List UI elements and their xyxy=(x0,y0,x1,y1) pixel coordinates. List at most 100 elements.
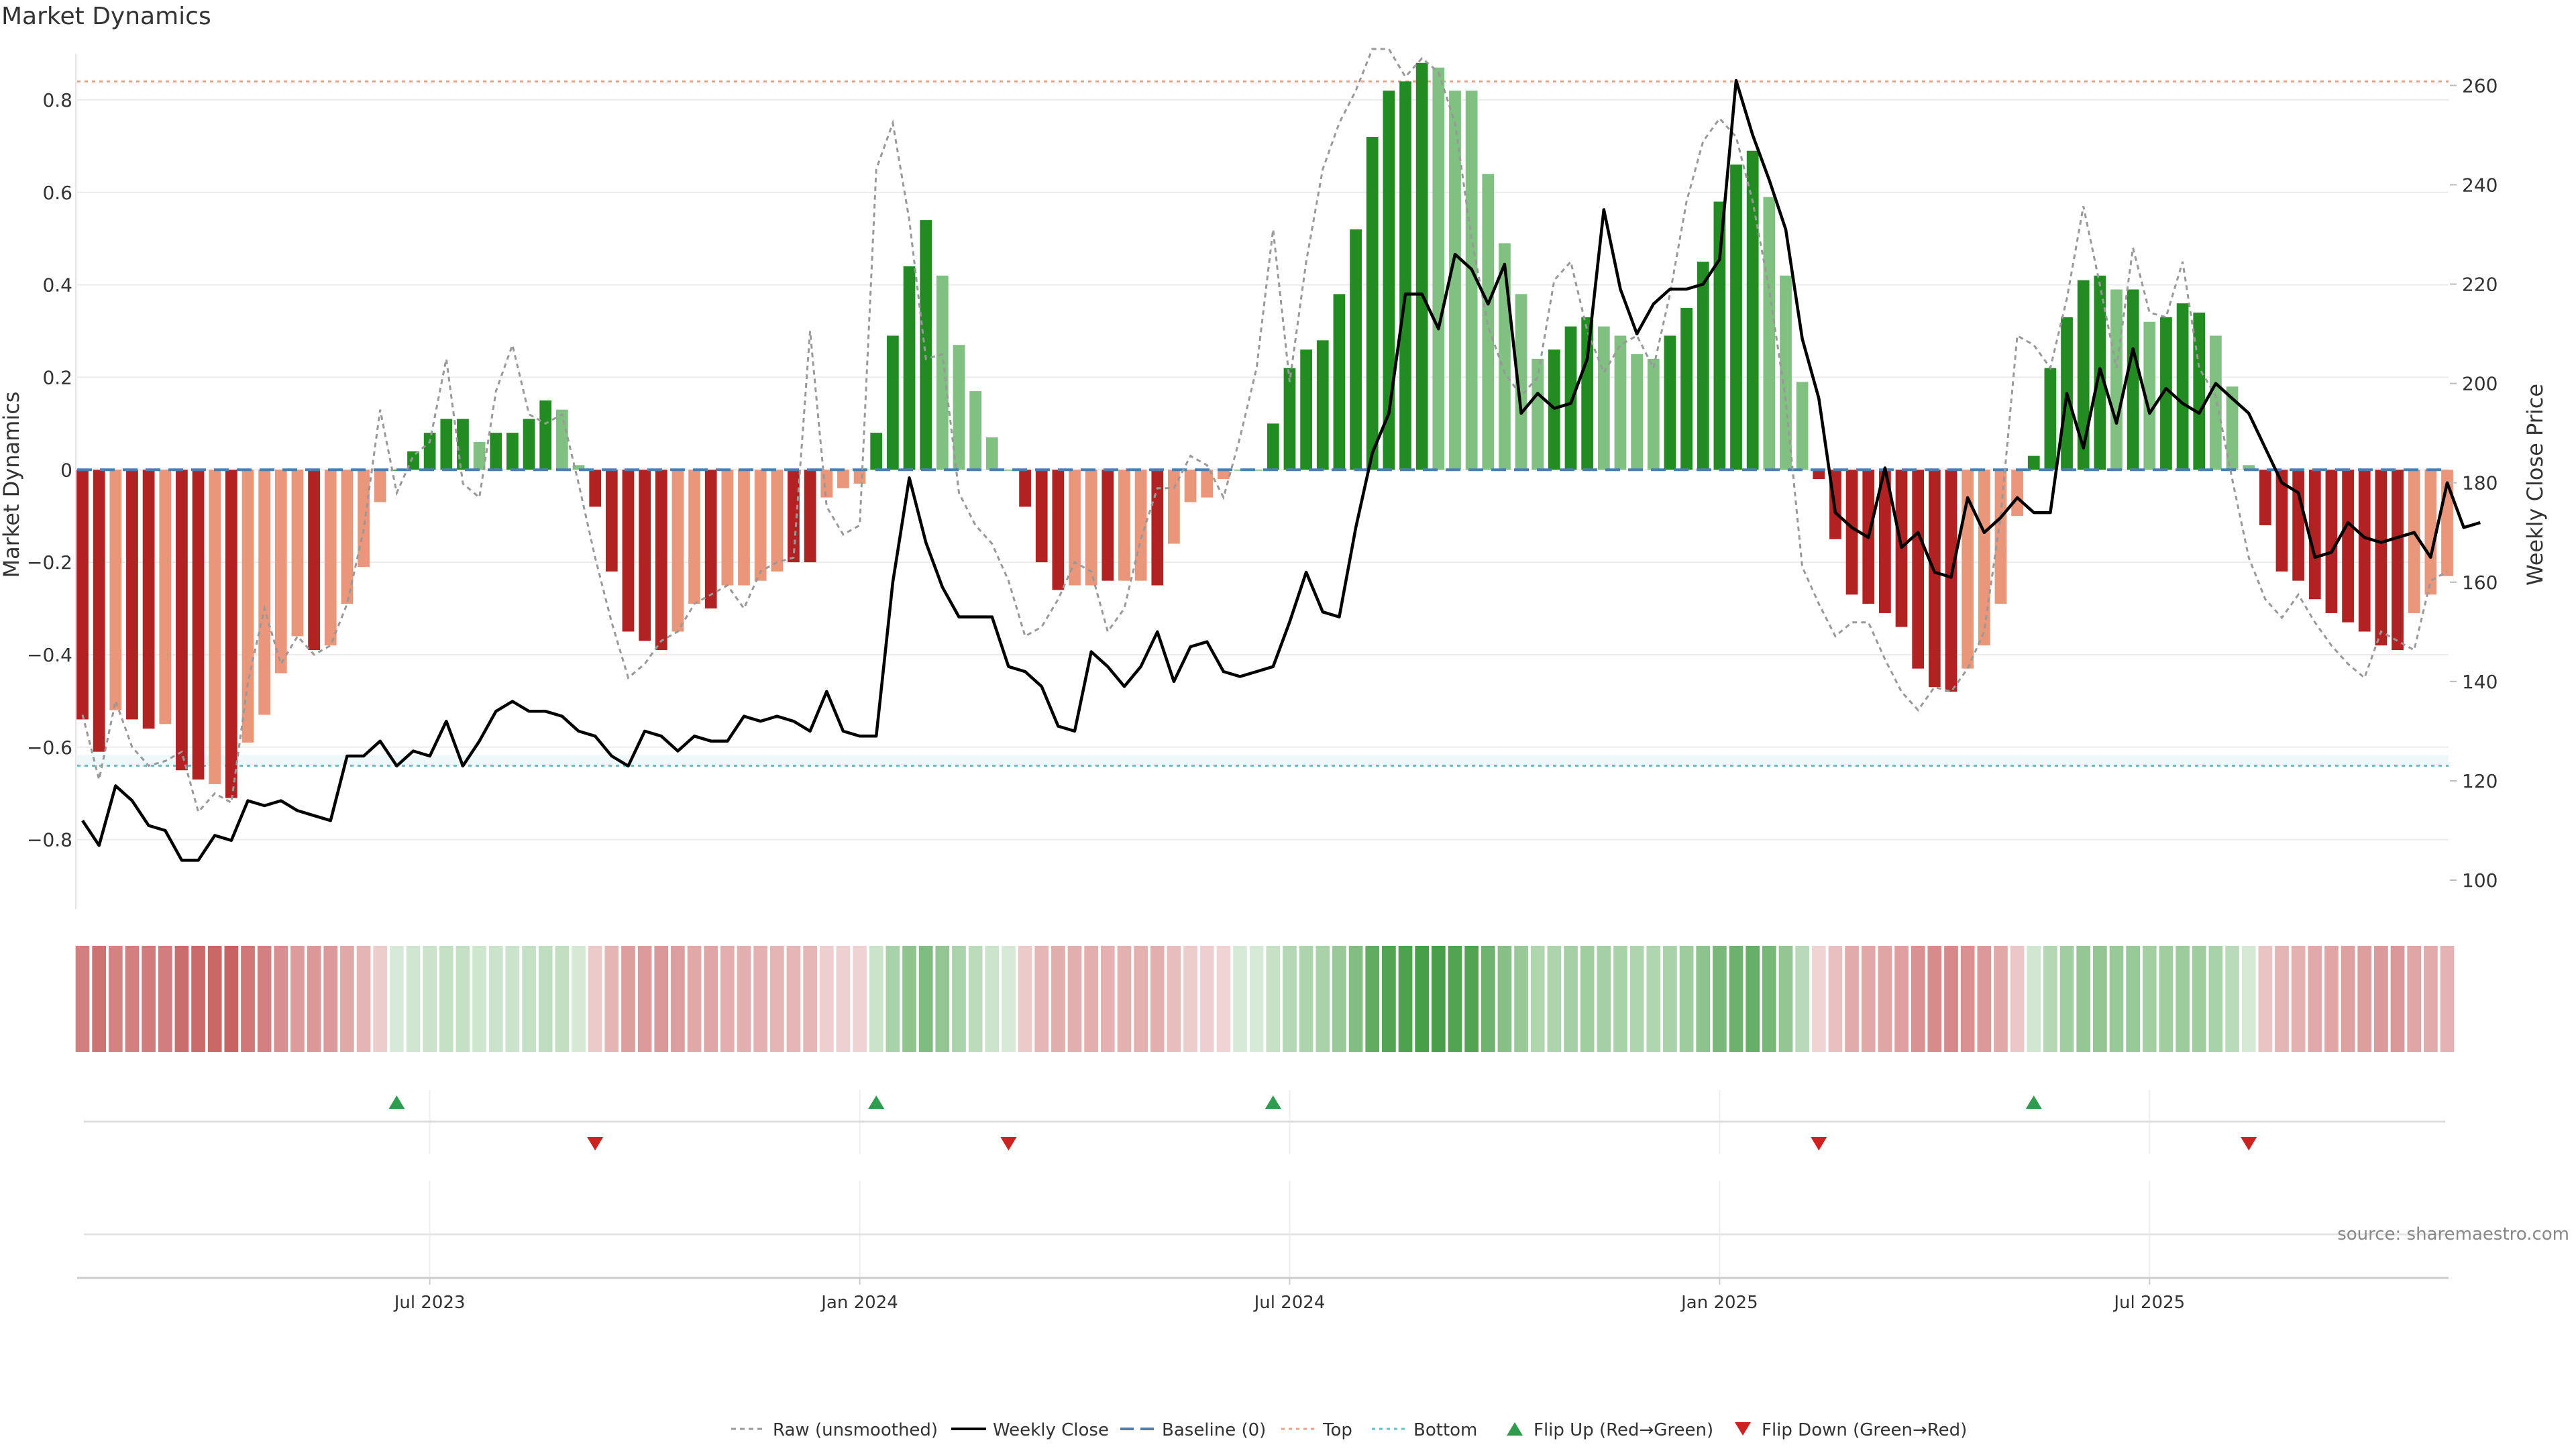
bar xyxy=(639,470,651,641)
bar xyxy=(291,470,304,637)
regime-cell xyxy=(2208,946,2223,1052)
bar xyxy=(2243,465,2255,470)
bar xyxy=(605,470,618,572)
bar xyxy=(688,470,700,604)
bar xyxy=(1912,470,1925,669)
legend: Raw (unsmoothed) Weekly Close Baseline (0)… xyxy=(731,1420,1967,1440)
bar xyxy=(1647,358,1660,470)
regime-cell xyxy=(654,946,669,1052)
regime-cell xyxy=(2126,946,2140,1052)
bar xyxy=(176,470,188,771)
regime-cell xyxy=(1580,946,1595,1052)
bar xyxy=(1085,470,1097,586)
legend-label: Flip Down (Green→Red) xyxy=(1762,1420,1967,1440)
regime-cell xyxy=(1547,946,1562,1052)
regime-cell xyxy=(1514,946,1528,1052)
legend-item-raw: Raw (unsmoothed) xyxy=(731,1420,938,1440)
bar xyxy=(622,470,635,632)
bar xyxy=(820,470,833,498)
regime-cell xyxy=(720,946,735,1052)
regime-cell xyxy=(505,946,520,1052)
bar xyxy=(1614,335,1627,470)
bar xyxy=(2375,470,2387,646)
bar xyxy=(589,470,602,507)
regime-cell xyxy=(158,946,172,1052)
regime-cell xyxy=(2043,946,2057,1052)
bar xyxy=(672,470,684,632)
regime-cell xyxy=(1117,946,1132,1052)
regime-cell xyxy=(406,946,421,1052)
bar xyxy=(1928,470,1941,688)
bar xyxy=(2143,321,2156,470)
bar xyxy=(969,391,981,470)
bar xyxy=(1962,470,1974,669)
regime-cell xyxy=(1382,946,1396,1052)
legend-label: Flip Up (Red→Green) xyxy=(1534,1420,1713,1440)
right-tick-label: 100 xyxy=(2462,869,2498,892)
regime-cell xyxy=(885,946,900,1052)
regime-cell xyxy=(1183,946,1197,1052)
bar xyxy=(920,220,932,470)
bar xyxy=(2408,470,2420,613)
regime-cell xyxy=(786,946,801,1052)
regime-cell xyxy=(1497,946,1512,1052)
bar xyxy=(936,275,949,470)
flip-panel xyxy=(84,1090,2445,1278)
regime-cell xyxy=(2341,946,2355,1052)
regime-cell xyxy=(538,946,553,1052)
legend-item-bottom: Bottom xyxy=(1372,1420,1477,1440)
bar xyxy=(555,409,568,470)
regime-cell xyxy=(1084,946,1099,1052)
regime-cell xyxy=(1365,946,1380,1052)
bar xyxy=(1002,470,1015,471)
regime-cell xyxy=(902,946,916,1052)
bar xyxy=(1218,470,1230,480)
bar xyxy=(1201,470,1214,498)
regime-cell xyxy=(2440,946,2455,1052)
bar xyxy=(985,437,998,470)
bar xyxy=(1383,91,1395,470)
regime-cell xyxy=(241,946,255,1052)
regime-cell xyxy=(1646,946,1661,1052)
x-tick-label: Jul 2024 xyxy=(1253,1293,1326,1313)
legend-item-flip-down: Flip Down (Green→Red) xyxy=(1735,1420,1967,1440)
flip-down-marker xyxy=(2241,1137,2257,1150)
regime-cell xyxy=(142,946,156,1052)
bar xyxy=(837,470,849,488)
regime-cell xyxy=(2109,946,2124,1052)
bar xyxy=(2011,470,2023,517)
regime-cell xyxy=(472,946,486,1052)
flip-down-marker xyxy=(1000,1137,1017,1150)
regime-cell xyxy=(1597,946,1611,1052)
regime-cell xyxy=(1663,946,1677,1052)
regime-cell xyxy=(92,946,107,1052)
regime-cell xyxy=(1762,946,1776,1052)
bar xyxy=(1796,382,1809,470)
bar xyxy=(1250,470,1263,471)
bar xyxy=(1035,470,1048,563)
legend-item-baseline: Baseline (0) xyxy=(1120,1420,1266,1440)
regime-cell xyxy=(1679,946,1694,1052)
regime-cell xyxy=(323,946,338,1052)
bar xyxy=(1813,470,1825,480)
regime-cell xyxy=(769,946,784,1052)
bar xyxy=(1350,229,1362,470)
x-tick-label: Jul 2025 xyxy=(2112,1293,2185,1313)
bar xyxy=(2292,470,2305,581)
regime-cell xyxy=(2423,946,2438,1052)
bar xyxy=(754,470,767,581)
bar xyxy=(2342,470,2354,623)
bar xyxy=(2077,280,2090,470)
regime-cell xyxy=(2308,946,2322,1052)
bar xyxy=(1994,470,2007,604)
bar xyxy=(655,470,667,651)
regime-cell xyxy=(423,946,437,1052)
regime-cell xyxy=(439,946,453,1052)
regime-cell xyxy=(2407,946,2422,1052)
grid-lines xyxy=(77,99,2449,841)
legend-swatch xyxy=(1735,1422,1751,1436)
bar xyxy=(2027,455,2040,470)
bar xyxy=(903,266,916,470)
regime-cell xyxy=(2092,946,2107,1052)
regime-cell xyxy=(952,946,966,1052)
